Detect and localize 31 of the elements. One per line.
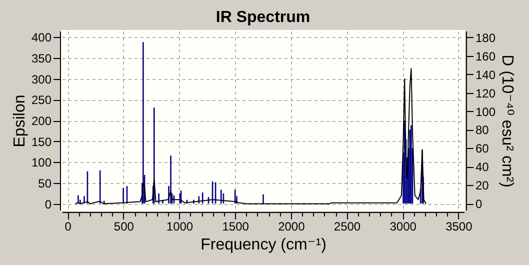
y-tick-label: 400 <box>31 30 52 45</box>
y-tick-label: 150 <box>31 134 52 149</box>
y-axis-title: Epsilon <box>11 94 28 148</box>
y-tick-label: 50 <box>38 176 52 190</box>
y-tick-label: 350 <box>31 52 52 66</box>
x-tick-label: 3000 <box>390 220 417 234</box>
x-tick-label: 0 <box>64 220 72 234</box>
y2-tick-label: 80 <box>476 123 490 138</box>
y2-tick-label: 40 <box>476 160 490 174</box>
y2-tick-label: 20 <box>476 178 490 193</box>
x-axis-title: Frequency (cm⁻¹) <box>200 236 326 254</box>
x-tick-label: 3500 <box>446 220 473 234</box>
y-tick-label: 250 <box>31 93 52 108</box>
y2-tick-label: 180 <box>476 30 496 45</box>
y-tick-label: 200 <box>31 114 52 128</box>
chart-title: IR Spectrum <box>216 9 310 26</box>
y-tick-label: 0 <box>44 197 52 212</box>
x-tick-label: 500 <box>114 220 134 234</box>
y2-axis-title: D (10⁻⁴⁰ esu² cm²) <box>498 54 516 188</box>
y2-tick-label: 160 <box>476 49 496 64</box>
y2-tick-label: 0 <box>476 197 482 212</box>
y2-tick-label: 60 <box>476 142 490 156</box>
y2-tick-label: 100 <box>476 104 496 119</box>
y2-tick-label: 120 <box>476 86 496 100</box>
x-tick-label: 1000 <box>166 220 194 234</box>
y-tick-label: 300 <box>31 72 52 86</box>
y2-tick-label: 140 <box>476 68 496 82</box>
x-tick-label: 1500 <box>222 220 250 234</box>
x-tick-label: 2500 <box>334 220 361 234</box>
y-tick-label: 100 <box>31 156 52 170</box>
x-tick-label: 2000 <box>278 220 306 234</box>
